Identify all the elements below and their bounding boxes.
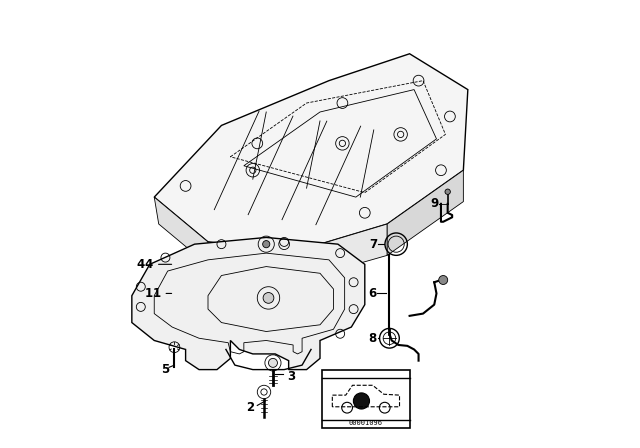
Polygon shape — [154, 54, 468, 251]
Text: 6: 6 — [369, 287, 377, 300]
Text: 2: 2 — [246, 401, 255, 414]
Text: 4: 4 — [145, 258, 172, 271]
Circle shape — [269, 358, 278, 367]
Text: 8: 8 — [369, 332, 377, 345]
Polygon shape — [387, 170, 463, 255]
Text: 5: 5 — [161, 363, 170, 376]
Polygon shape — [132, 237, 365, 370]
Text: 1: 1 — [145, 287, 153, 300]
Text: 7: 7 — [369, 237, 377, 251]
Text: 1: 1 — [152, 287, 172, 300]
Text: 4: 4 — [137, 258, 145, 271]
Circle shape — [445, 189, 451, 194]
Circle shape — [439, 276, 448, 284]
Polygon shape — [208, 224, 387, 282]
Bar — [323, 370, 410, 428]
Text: 00001096: 00001096 — [349, 420, 383, 426]
Text: 3: 3 — [287, 370, 295, 383]
Circle shape — [353, 393, 369, 409]
Text: 9: 9 — [430, 197, 438, 211]
Circle shape — [263, 293, 274, 303]
Polygon shape — [154, 197, 212, 269]
Circle shape — [262, 241, 270, 248]
